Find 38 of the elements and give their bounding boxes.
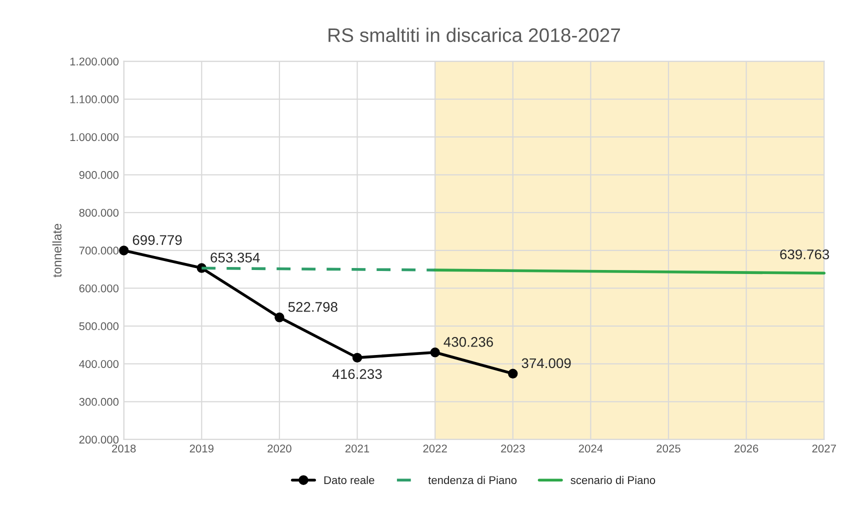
x-tick-label: 2018 xyxy=(112,444,136,452)
x-tick-label: 2021 xyxy=(345,444,370,452)
data-label: 699.779 xyxy=(132,235,182,245)
x-tick-label: 2024 xyxy=(578,444,603,452)
y-tick-label: 300.000 xyxy=(79,398,119,406)
y-tick-label: 400.000 xyxy=(79,360,119,368)
point xyxy=(430,348,440,358)
point xyxy=(274,312,284,322)
y-tick-label: 1.100.000 xyxy=(70,95,119,104)
data-label: 416.233 xyxy=(332,369,382,380)
x-tick-label: 2020 xyxy=(268,444,292,452)
chart-title: RS smaltiti in discarica 2018-2027 xyxy=(328,28,620,42)
data-label: 653.354 xyxy=(210,252,260,263)
y-tick-label: 700.000 xyxy=(79,246,119,255)
point xyxy=(508,368,518,379)
x-tick-label: 2019 xyxy=(190,444,214,452)
legend-label: tendenza di Piano xyxy=(428,476,517,484)
y-tick-label: 900.000 xyxy=(79,171,119,179)
data-label: 374.009 xyxy=(522,358,571,368)
x-tick-label: 2026 xyxy=(734,444,758,452)
y-tick-label: 500.000 xyxy=(79,322,119,330)
x-tick-label: 2022 xyxy=(423,444,447,452)
legend-label: scenario di Piano xyxy=(570,476,656,484)
y-tick-label: 1.000.000 xyxy=(70,133,119,142)
y-tick-label: 600.000 xyxy=(79,284,119,292)
x-tick-label: 2023 xyxy=(501,444,525,452)
x-tick-label: 2025 xyxy=(656,444,680,452)
data-label: 639.763 xyxy=(780,249,830,260)
data-label: 522.798 xyxy=(288,302,338,312)
x-tick-label: 2027 xyxy=(812,444,836,452)
point xyxy=(118,246,129,256)
y-tick-label: 1.200.000 xyxy=(70,58,119,66)
y-tick-label: 200.000 xyxy=(79,436,119,444)
legend-label: Dato reale xyxy=(324,476,374,484)
y-tick-label: 800.000 xyxy=(79,208,119,217)
y-axis-title: tonnellate xyxy=(52,224,62,278)
point xyxy=(352,352,362,363)
data-label: 430.236 xyxy=(444,337,493,347)
